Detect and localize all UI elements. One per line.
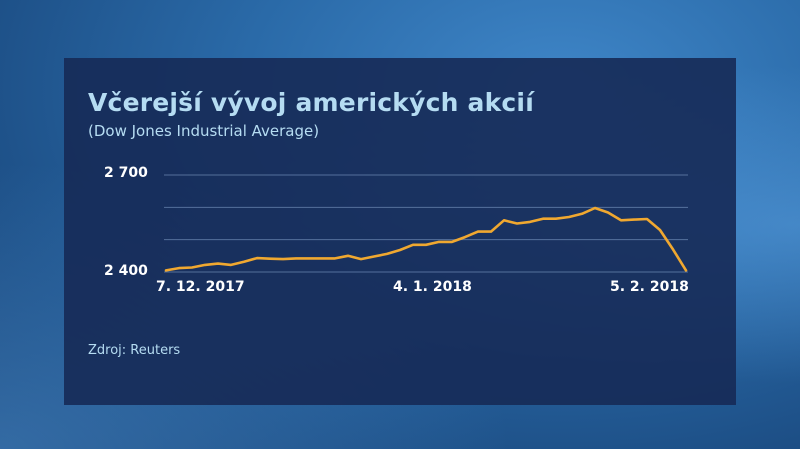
gridlines [164, 174, 688, 273]
chart-subtitle: (Dow Jones Industrial Average) [88, 122, 320, 140]
dow-jones-line [164, 206, 688, 272]
y-tick-2700: 2 700 [104, 165, 148, 181]
chart-title: Včerejší vývoj amerických akcií [88, 88, 534, 117]
chart-panel: Včerejší vývoj amerických akcií (Dow Jon… [64, 58, 736, 405]
x-tick-start: 7. 12. 2017 [156, 279, 245, 295]
line-plot [164, 174, 688, 273]
x-tick-mid: 4. 1. 2018 [393, 279, 472, 295]
y-tick-2400: 2 400 [104, 263, 148, 279]
x-tick-end: 5. 2. 2018 [610, 279, 689, 295]
source-label: Zdroj: Reuters [88, 343, 181, 358]
